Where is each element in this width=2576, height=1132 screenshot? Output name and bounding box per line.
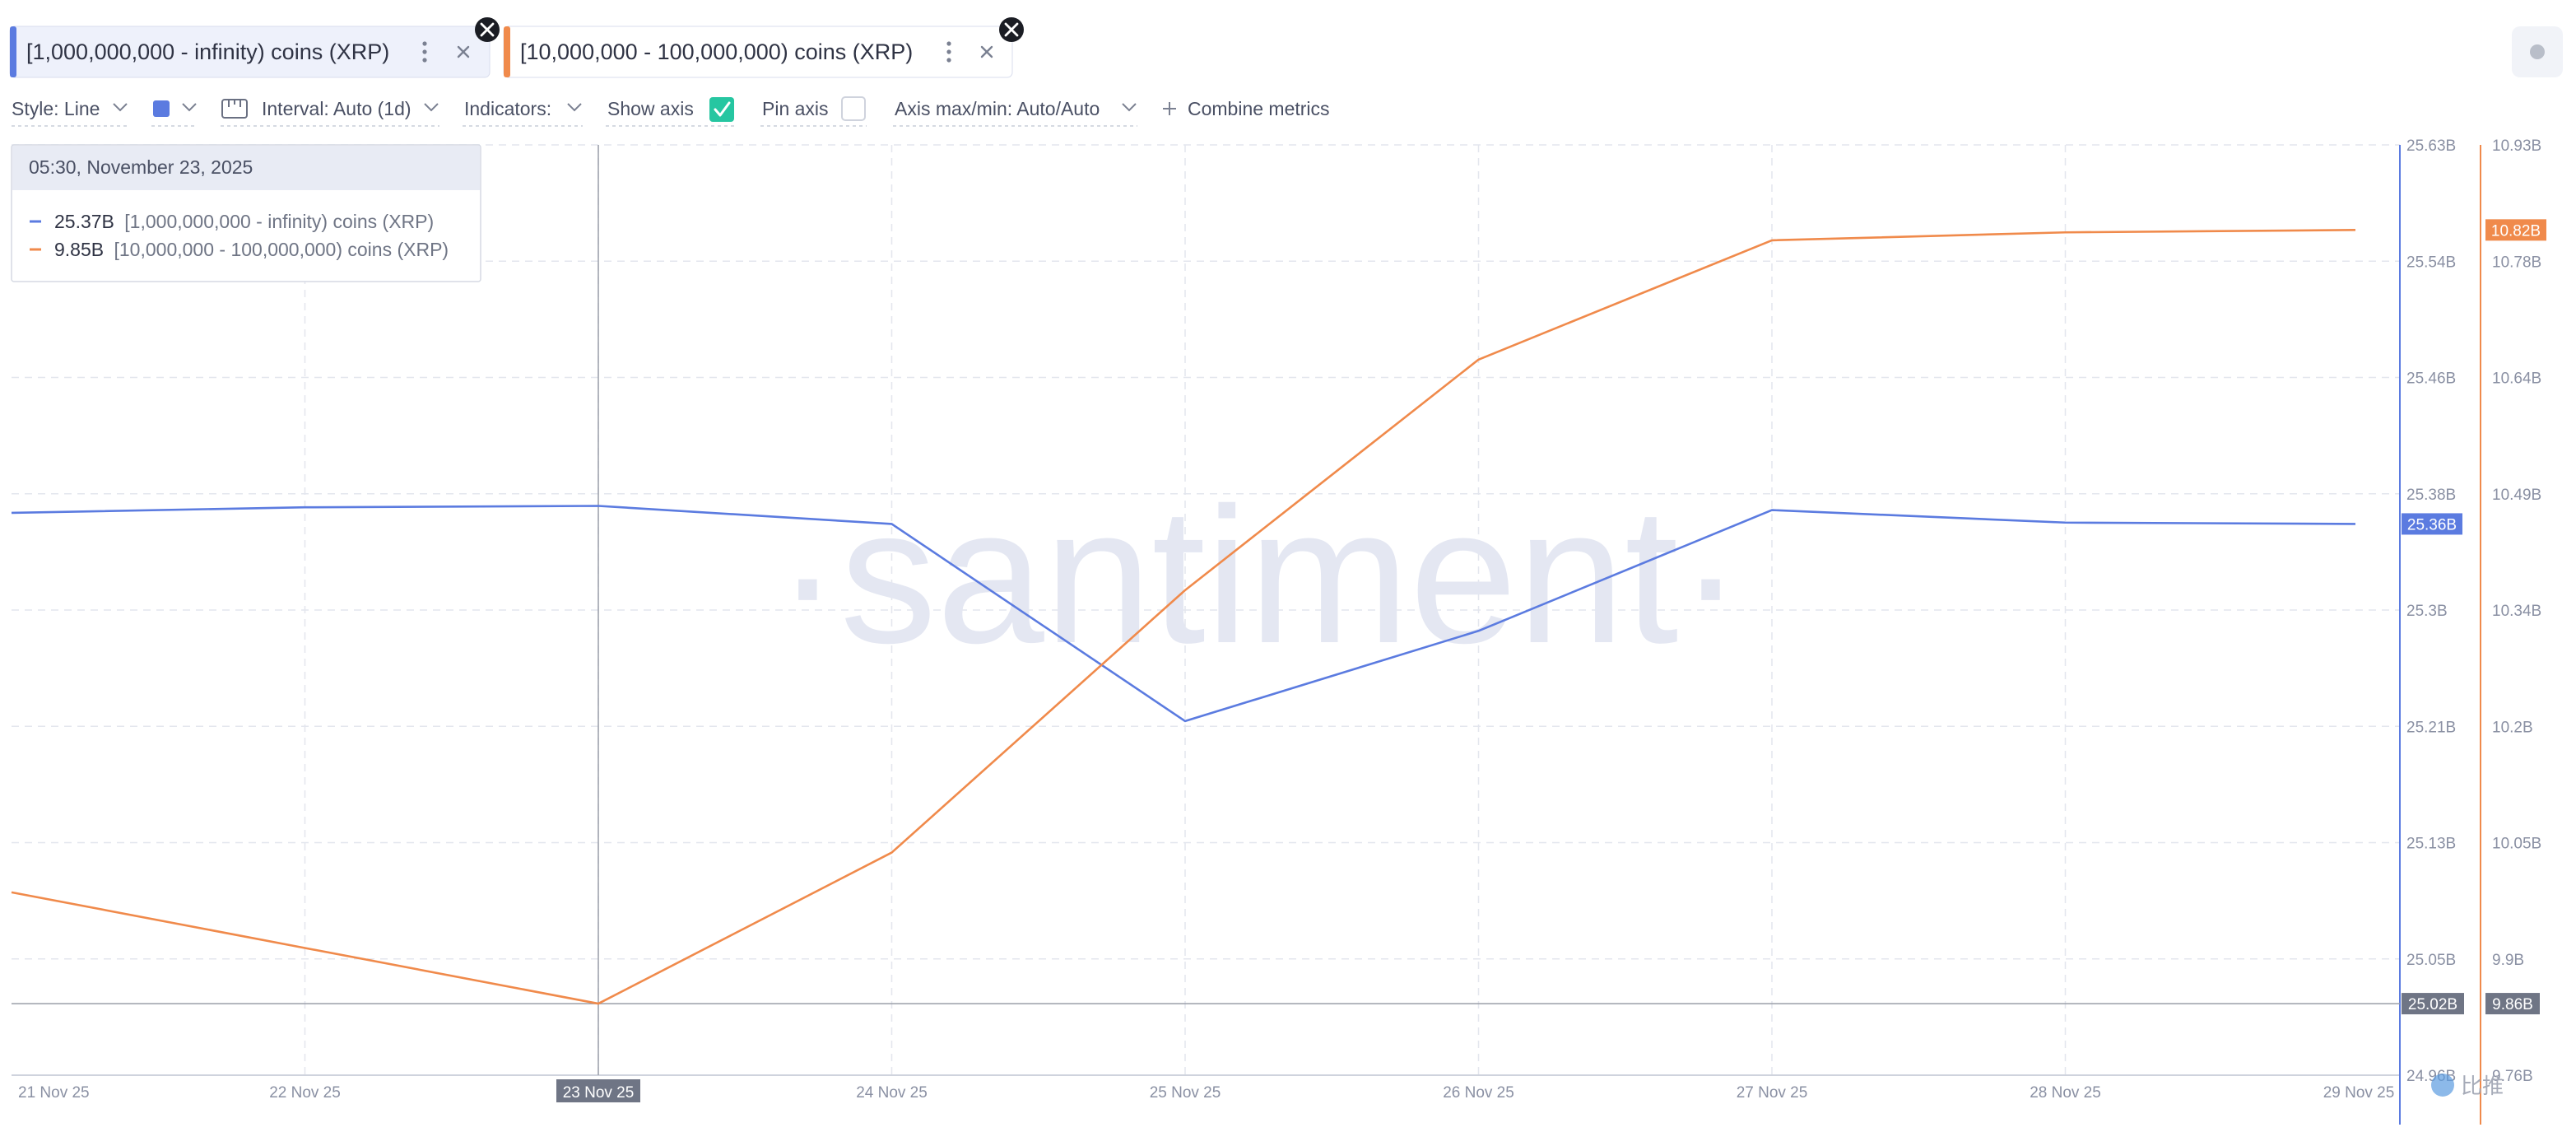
toolbar: Style: Line Interval: Auto (1d) Indicato… xyxy=(12,97,1330,126)
show-axis-toggle[interactable]: Show axis xyxy=(606,97,736,126)
kebab-icon[interactable] xyxy=(946,41,951,62)
last-value-right-label: 10.82B xyxy=(2491,222,2541,240)
crosshair-y-left-label: 25.02B xyxy=(2408,996,2457,1013)
chevron-down-icon xyxy=(1123,104,1136,110)
crosshair-x-label: 23 Nov 25 xyxy=(563,1084,635,1102)
x-tick-label: 25 Nov 25 xyxy=(1150,1084,1221,1102)
crosshair-y-right-label: 9.86B xyxy=(2492,996,2533,1013)
kebab-icon[interactable] xyxy=(422,41,426,62)
indicators-label: Indicators: xyxy=(464,98,551,119)
x-tick-label: 21 Nov 25 xyxy=(18,1084,90,1102)
chip-2-remove-icon[interactable] xyxy=(999,17,1024,42)
y-right-tick-label: 10.2B xyxy=(2492,719,2533,736)
chip-1-remove-icon[interactable] xyxy=(475,17,500,42)
y-left-tick-label: 25.63B xyxy=(2406,137,2456,155)
axis-maxmin-label: Axis max/min: Auto/Auto xyxy=(895,98,1100,119)
y-left-tick-label: 25.05B xyxy=(2406,952,2456,969)
chevron-down-icon xyxy=(114,104,127,110)
y-right-tick-label: 10.78B xyxy=(2492,254,2541,271)
interval-dropdown[interactable]: Interval: Auto (1d) xyxy=(221,98,439,126)
indicators-dropdown[interactable]: Indicators: xyxy=(463,98,583,126)
chip-2-color-bar xyxy=(504,26,510,77)
chevron-down-icon xyxy=(425,104,438,110)
x-tick-label: 22 Nov 25 xyxy=(269,1084,341,1102)
y-left-tick-label: 25.13B xyxy=(2406,836,2456,853)
interval-label: Interval: Auto (1d) xyxy=(262,98,412,119)
record-icon xyxy=(2530,44,2545,59)
ruler-icon xyxy=(222,100,247,118)
record-button[interactable] xyxy=(2512,26,2563,77)
chevron-down-icon xyxy=(183,104,196,110)
y-left-tick-label: 25.54B xyxy=(2406,254,2456,271)
y-right-tick-label: 10.49B xyxy=(2492,487,2541,504)
y-left-tick-label: 25.21B xyxy=(2406,719,2456,736)
tooltip-row-1-value: 25.37B xyxy=(54,211,114,232)
last-value-left-label: 25.36B xyxy=(2407,516,2457,533)
x-tick-label: 26 Nov 25 xyxy=(1443,1084,1514,1102)
y-left-tick-label: 25.3B xyxy=(2406,603,2448,620)
axis-maxmin-dropdown[interactable]: Axis max/min: Auto/Auto xyxy=(893,98,1137,126)
show-axis-checkbox[interactable] xyxy=(709,97,734,122)
chip-2-label: [10,000,000 - 100,000,000) coins (XRP) xyxy=(520,40,913,64)
x-tick-label: 28 Nov 25 xyxy=(2030,1084,2101,1102)
color-dropdown[interactable] xyxy=(151,100,198,126)
tooltip-date: 05:30, November 23, 2025 xyxy=(29,156,253,178)
y-right-tick-label: 10.05B xyxy=(2492,836,2541,853)
combine-metrics-button[interactable]: Combine metrics xyxy=(1163,98,1330,119)
chevron-down-icon xyxy=(568,104,581,110)
style-dropdown[interactable]: Style: Line xyxy=(12,98,128,126)
color-swatch-icon xyxy=(153,100,170,117)
combine-metrics-label: Combine metrics xyxy=(1188,98,1330,119)
x-tick-label: 24 Nov 25 xyxy=(856,1084,928,1102)
x-tick-label: 29 Nov 25 xyxy=(2323,1084,2395,1102)
tooltip-row-2-name: [10,000,000 - 100,000,000) coins (XRP) xyxy=(114,239,449,260)
y-left-tick-label: 25.38B xyxy=(2406,487,2456,504)
y-right-tick-label: 10.93B xyxy=(2492,137,2541,155)
plus-icon xyxy=(1163,102,1176,115)
chip-1-color-bar xyxy=(10,26,16,77)
tooltip-row-2: 9.85B [10,000,000 - 100,000,000) coins (… xyxy=(54,239,449,260)
style-label: Style: Line xyxy=(12,98,100,119)
pin-axis-label: Pin axis xyxy=(762,98,829,119)
pin-axis-toggle[interactable]: Pin axis xyxy=(760,97,867,126)
corner-logo: 比推 xyxy=(2431,1074,2504,1098)
metric-chip-2[interactable]: [10,000,000 - 100,000,000) coins (XRP) xyxy=(504,26,1012,77)
y-left-tick-label: 25.46B xyxy=(2406,370,2456,388)
tooltip-row-2-value: 9.85B xyxy=(54,239,104,260)
santiment-watermark: ·santiment· xyxy=(775,467,1742,683)
pin-axis-checkbox[interactable] xyxy=(842,97,865,120)
tooltip-row-1-name: [1,000,000,000 - infinity) coins (XRP) xyxy=(124,211,434,232)
y-right-tick-label: 10.64B xyxy=(2492,370,2541,388)
bird-logo-icon xyxy=(2431,1074,2454,1097)
show-axis-label: Show axis xyxy=(607,98,694,119)
metric-chip-1[interactable]: [1,000,000,000 - infinity) coins (XRP) xyxy=(10,26,490,77)
x-tick-label: 27 Nov 25 xyxy=(1737,1084,1808,1102)
chip-1-label: [1,000,000,000 - infinity) coins (XRP) xyxy=(26,40,389,64)
y-right-tick-label: 9.9B xyxy=(2492,952,2524,969)
corner-watermark-text: 比推 xyxy=(2461,1074,2504,1098)
tooltip-row-1: 25.37B [1,000,000,000 - infinity) coins … xyxy=(54,211,434,232)
y-right-tick-label: 10.34B xyxy=(2492,603,2541,620)
tooltip: 05:30, November 23, 2025 25.37B [1,000,0… xyxy=(12,145,481,282)
